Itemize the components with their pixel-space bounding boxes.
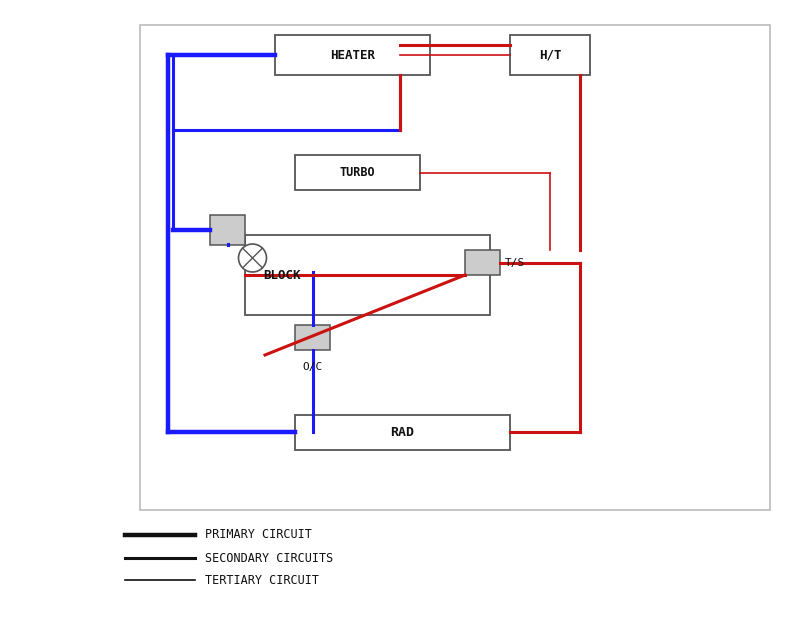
Bar <box>295 325 330 350</box>
Text: TERTIARY CIRCUIT: TERTIARY CIRCUIT <box>205 574 319 587</box>
Bar <box>295 415 510 450</box>
Bar <box>140 25 770 510</box>
Text: HEATER: HEATER <box>330 49 375 62</box>
Text: BLOCK: BLOCK <box>263 269 301 281</box>
Circle shape <box>238 244 266 272</box>
Bar <box>295 155 420 190</box>
Text: TURBO: TURBO <box>340 166 375 179</box>
Text: O/C: O/C <box>302 362 322 372</box>
Text: H/T: H/T <box>538 49 562 62</box>
Bar <box>210 215 245 245</box>
Bar <box>510 35 590 75</box>
Bar <box>275 35 430 75</box>
Text: RAD: RAD <box>390 426 414 439</box>
Text: T/S: T/S <box>505 258 526 267</box>
Bar <box>465 250 500 275</box>
Text: PRIMARY CIRCUIT: PRIMARY CIRCUIT <box>205 528 312 542</box>
Text: SECONDARY CIRCUITS: SECONDARY CIRCUITS <box>205 551 334 565</box>
Bar <box>245 235 490 315</box>
